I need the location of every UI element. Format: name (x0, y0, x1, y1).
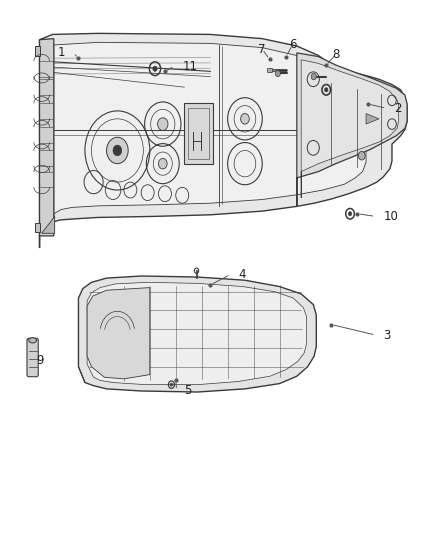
Text: 8: 8 (332, 48, 339, 61)
Polygon shape (35, 46, 39, 55)
FancyBboxPatch shape (184, 103, 212, 164)
Ellipse shape (29, 338, 36, 343)
Text: 1: 1 (58, 46, 66, 59)
Circle shape (113, 145, 122, 156)
Polygon shape (35, 223, 39, 232)
Text: 9: 9 (37, 354, 44, 367)
FancyBboxPatch shape (27, 338, 38, 377)
Text: 2: 2 (394, 102, 402, 115)
Circle shape (153, 66, 157, 71)
Polygon shape (39, 34, 407, 248)
Text: 5: 5 (184, 384, 192, 397)
Circle shape (240, 114, 249, 124)
Polygon shape (54, 42, 392, 229)
Text: 10: 10 (383, 210, 398, 223)
Circle shape (311, 74, 316, 80)
Circle shape (275, 70, 280, 77)
Circle shape (348, 212, 352, 216)
Text: 6: 6 (289, 38, 296, 52)
Circle shape (159, 158, 167, 169)
Circle shape (106, 138, 128, 164)
Polygon shape (87, 282, 306, 385)
Circle shape (158, 118, 168, 131)
Polygon shape (42, 216, 55, 233)
Polygon shape (366, 114, 379, 124)
Circle shape (358, 151, 365, 160)
Polygon shape (39, 39, 54, 236)
Circle shape (325, 88, 328, 92)
Text: 11: 11 (182, 60, 197, 72)
FancyBboxPatch shape (268, 68, 272, 72)
Text: 4: 4 (238, 268, 246, 281)
Polygon shape (87, 288, 150, 379)
Polygon shape (297, 53, 407, 206)
Polygon shape (301, 60, 399, 198)
Polygon shape (78, 276, 316, 392)
Text: 7: 7 (258, 43, 266, 55)
Text: 3: 3 (383, 328, 391, 342)
Circle shape (170, 383, 173, 386)
